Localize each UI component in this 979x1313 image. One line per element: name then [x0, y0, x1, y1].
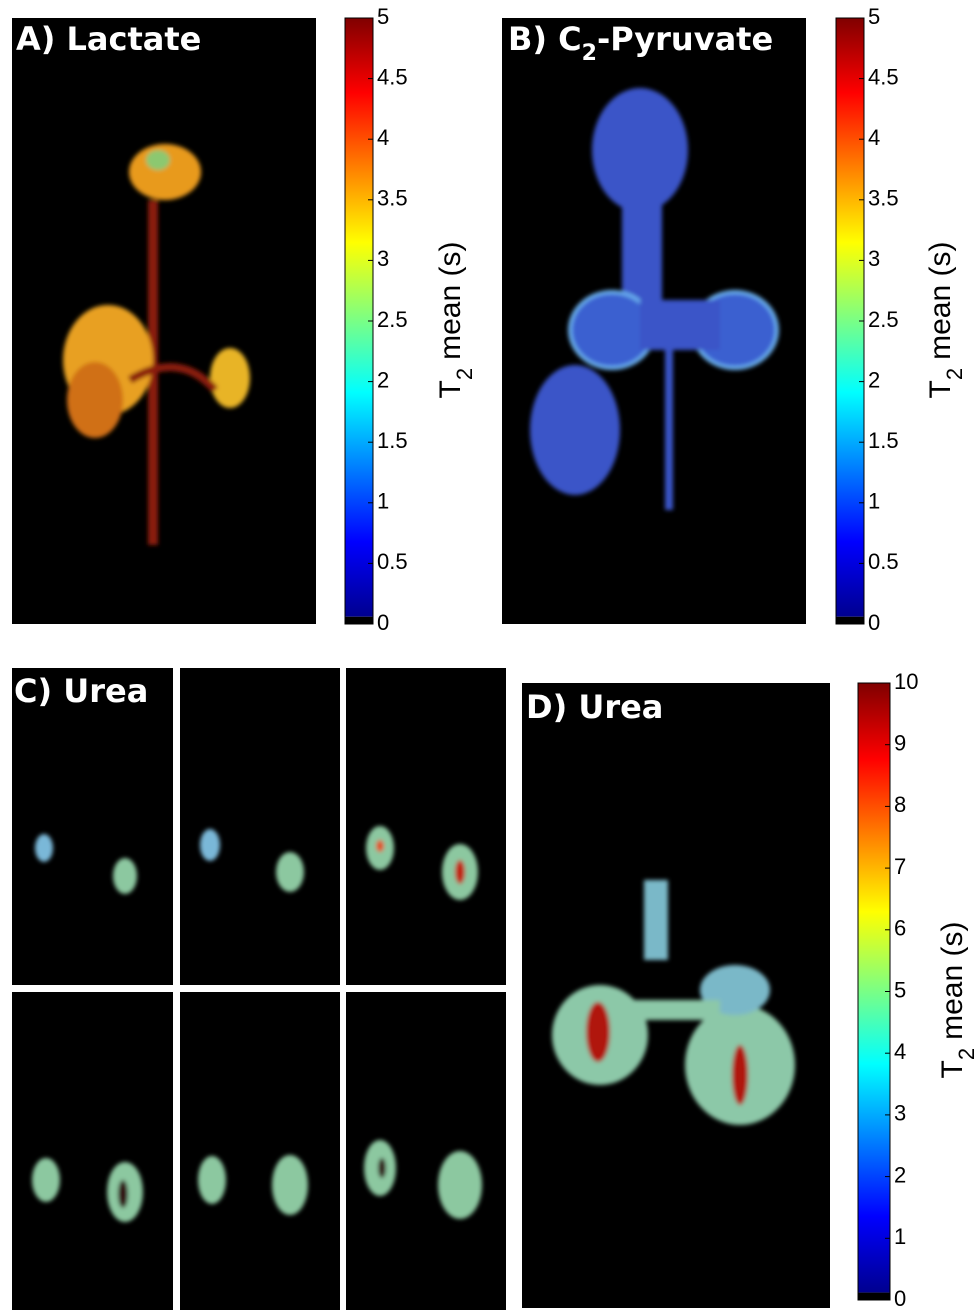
- image-frame: [12, 18, 316, 624]
- tick-label: 1: [894, 1224, 906, 1249]
- label-main: T: [924, 380, 957, 398]
- tick-label: 10: [894, 669, 918, 694]
- panel-title: A) Lactate: [16, 20, 201, 58]
- panel-c: C) Urea: [12, 668, 506, 1310]
- tick-label: 0: [894, 1286, 906, 1311]
- tick-label: 4.5: [868, 64, 899, 89]
- tick-label: 4: [894, 1039, 906, 1064]
- tick-label: 5: [894, 977, 906, 1002]
- tick-label: 3.5: [868, 186, 899, 211]
- image-frame: [346, 668, 506, 985]
- tick-label: 9: [894, 731, 906, 756]
- tick-label: 0: [377, 610, 389, 635]
- colorbar-gradient: [345, 18, 373, 617]
- tick-label: 4.5: [377, 64, 408, 89]
- tick-label: 0.5: [868, 549, 899, 574]
- tick-label: 3: [868, 246, 880, 271]
- tick-label: 2: [894, 1162, 906, 1187]
- tick-label: 8: [894, 792, 906, 817]
- tick-label: 2.5: [868, 307, 899, 332]
- colorbar-gradient: [858, 683, 890, 1293]
- tick-label: 5: [377, 4, 389, 29]
- tick-label: 4: [377, 125, 389, 150]
- tick-label: 0.5: [377, 549, 408, 574]
- panel-title: D) Urea: [526, 688, 663, 726]
- tick-label: 2: [377, 367, 389, 392]
- image-frame: [12, 668, 173, 985]
- tick-label: 2: [868, 367, 880, 392]
- panel-title: C) Urea: [14, 672, 148, 710]
- tick-label: 6: [894, 916, 906, 941]
- tick-label: 3: [377, 246, 389, 271]
- tick-label: 4: [868, 125, 880, 150]
- label-main: T: [936, 1060, 969, 1078]
- colorbar-floor: [836, 617, 864, 624]
- colorbar-label: T2 mean (s): [936, 922, 979, 1079]
- colorbar-floor: [858, 1293, 890, 1300]
- label-sub: 2: [452, 368, 477, 380]
- image-frame: [180, 668, 340, 985]
- panel-d: D) Urea: [522, 683, 830, 1308]
- tick-label: 7: [894, 854, 906, 879]
- colorbar-label: T2 mean (s): [434, 242, 477, 399]
- panel-a: A) Lactate: [12, 18, 316, 624]
- tick-label: 1.5: [868, 428, 899, 453]
- tick-label: 3.5: [377, 186, 408, 211]
- label-main: T: [434, 380, 467, 398]
- figure: A) Lactate B) C2-Pyruvate: [0, 0, 979, 1313]
- colorbar-gradient: [836, 18, 864, 617]
- label-sub: 2: [942, 368, 967, 380]
- tick-label: 2.5: [377, 307, 408, 332]
- colorbar-label: T2 mean (s): [924, 242, 967, 399]
- label-rest: mean (s): [434, 242, 467, 360]
- label-sub: 2: [954, 1048, 979, 1060]
- tick-label: 1: [868, 489, 880, 514]
- tick-label: 1: [377, 489, 389, 514]
- tick-label: 0: [868, 610, 880, 635]
- tick-label: 5: [868, 4, 880, 29]
- colorbar-floor: [345, 617, 373, 624]
- tick-label: 1.5: [377, 428, 408, 453]
- image-frame: [12, 992, 173, 1310]
- image-frame: [180, 992, 340, 1310]
- panel-b: B) C2-Pyruvate: [502, 18, 806, 624]
- label-rest: mean (s): [924, 242, 957, 360]
- image-frame: [522, 683, 830, 1308]
- tick-label: 3: [894, 1101, 906, 1126]
- label-rest: mean (s): [936, 922, 969, 1040]
